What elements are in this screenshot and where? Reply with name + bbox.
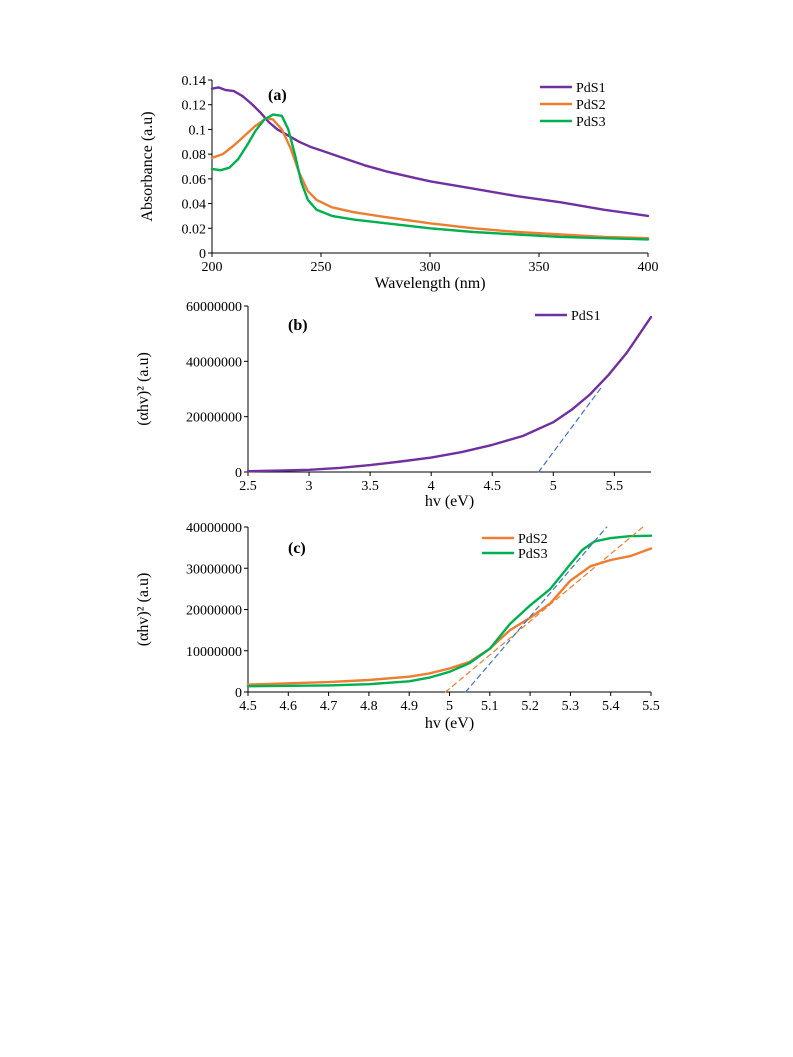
panel-label: (c): [288, 540, 306, 557]
x-axis-label: hv (eV): [425, 715, 474, 732]
x-tick-label: 400: [638, 260, 659, 275]
y-tick-label: 0.04: [182, 198, 207, 213]
x-tick-label: 5.2: [521, 699, 539, 714]
legend-label: PdS2: [576, 98, 606, 113]
x-tick-label: 200: [202, 260, 223, 275]
x-tick-label: 5.5: [642, 699, 660, 714]
fit-line: [465, 526, 608, 693]
x-tick-label: 350: [529, 260, 550, 275]
y-tick-label: 0.1: [189, 123, 207, 138]
series-line-pds1: [210, 86, 650, 218]
legend-label: PdS1: [576, 81, 606, 96]
y-tick-label: 0.14: [182, 74, 207, 89]
y-tick-label: 0.08: [182, 148, 207, 163]
x-tick-label: 2.5: [239, 479, 257, 494]
x-tick-label: 3: [306, 479, 313, 494]
x-tick-label: 4.6: [280, 699, 298, 714]
y-tick-label: 10000000: [186, 645, 242, 660]
y-axis-label: (αhv)² (a.u): [135, 352, 152, 426]
panel-label: (b): [288, 317, 308, 334]
x-tick-label: 5: [446, 699, 453, 714]
x-tick-label: 4.7: [320, 699, 338, 714]
legend-label: PdS3: [518, 547, 548, 562]
series-line-pds3: [210, 113, 650, 241]
x-tick-label: 3.5: [361, 479, 379, 494]
legend-label: PdS3: [576, 115, 606, 130]
y-axis-label: (αhv)² (a.u): [135, 573, 152, 647]
x-tick-label: 5: [550, 479, 557, 494]
y-axis-label: Absorbance (a.u): [139, 111, 156, 221]
y-tick-label: 60000000: [186, 300, 242, 315]
x-tick-label: 4.8: [360, 699, 378, 714]
x-tick-label: 250: [311, 260, 332, 275]
series-line-pds2: [246, 547, 653, 686]
x-tick-label: 4: [428, 479, 435, 494]
y-tick-label: 20000000: [186, 604, 242, 619]
panel-c: 4.5 4.6 4.7 4.8 4.9 5 5.1 5.2 5.3 5.4 5.5 0 10000000…: [135, 521, 660, 732]
y-tick-label: 0: [235, 686, 242, 701]
y-tick-label: 0: [235, 466, 242, 481]
x-tick-label: 5.5: [606, 479, 624, 494]
x-tick-label: 5.4: [602, 699, 620, 714]
y-tick-label: 0: [199, 247, 206, 262]
y-tick-label: 0.02: [182, 222, 207, 237]
y-tick-label: 40000000: [186, 355, 242, 370]
x-tick-label: 5.3: [562, 699, 580, 714]
y-tick-label: 20000000: [186, 411, 242, 426]
y-tick-label: 30000000: [186, 562, 242, 577]
fit-line: [444, 526, 644, 693]
panel-a: 200 250 300 350 400 0 0.02 0.04 0.06 0.08 0.1 0.12 0…: [139, 74, 659, 292]
x-tick-label: 300: [420, 260, 441, 275]
panel-label: (a): [268, 87, 287, 104]
legend-label: PdS2: [518, 532, 548, 547]
series-line-pds1: [246, 315, 653, 473]
y-tick-label: 40000000: [186, 521, 242, 536]
x-tick-label: 5.1: [481, 699, 499, 714]
y-tick-label: 0.06: [182, 173, 207, 188]
y-tick-label: 0.12: [182, 99, 207, 114]
series-line-pds2: [210, 117, 650, 240]
x-axis-label: hv (eV): [425, 493, 474, 510]
x-tick-label: 4.9: [400, 699, 418, 714]
series-line-pds3: [246, 534, 653, 688]
fit-line: [537, 385, 603, 473]
x-tick-label: 4.5: [483, 479, 501, 494]
panel-b: 2.5 3 3.5 4 4.5 5 5.5 0 20000000 40000000 60000000…: [135, 300, 653, 510]
x-tick-label: 4.5: [239, 699, 257, 714]
legend-label: PdS1: [571, 309, 601, 324]
x-axis-label: Wavelength (nm): [374, 275, 485, 292]
